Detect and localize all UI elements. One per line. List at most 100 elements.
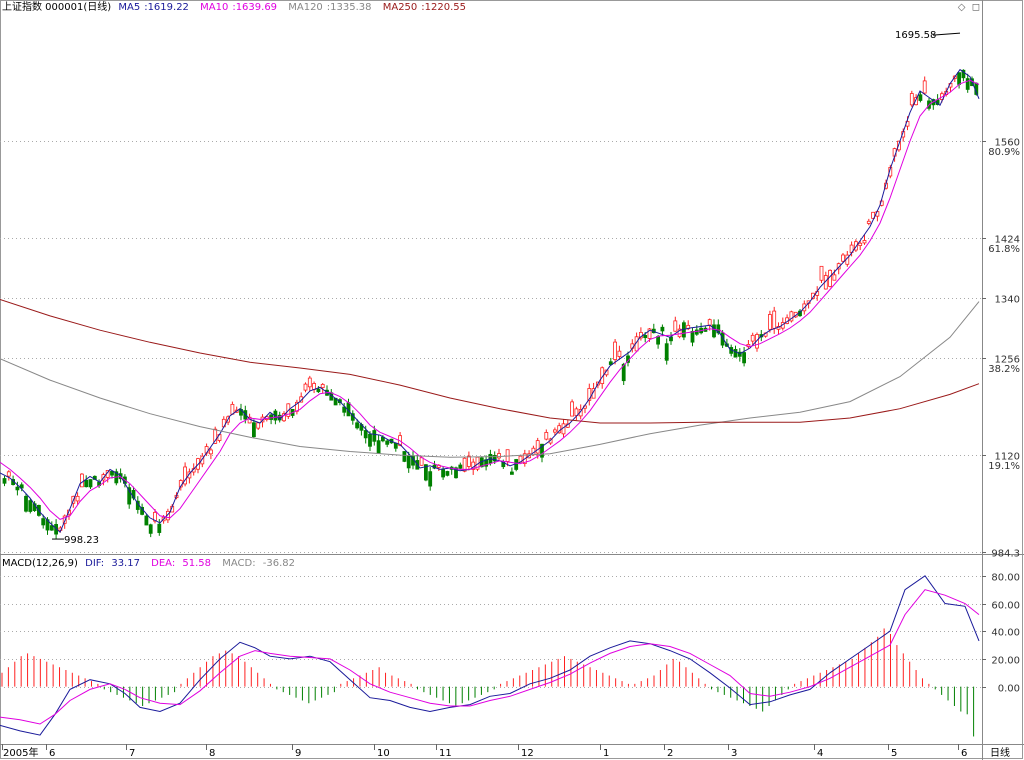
candle-body xyxy=(497,453,501,459)
candle-body xyxy=(466,455,471,467)
time-label: 5 xyxy=(891,748,897,759)
candle-body xyxy=(458,464,463,469)
moving-average-lines xyxy=(0,68,980,534)
candle-body xyxy=(307,377,312,388)
macd-label: 20.00 xyxy=(991,656,1020,667)
macd-histogram xyxy=(1,628,975,737)
candle-body xyxy=(961,69,966,79)
window-controls: ◇ ◻ xyxy=(955,2,980,13)
candle-body xyxy=(789,311,794,322)
ma-line-ma5 xyxy=(0,68,980,534)
candle-body xyxy=(608,361,613,365)
main-grid xyxy=(0,141,982,553)
low-label: 998.23 xyxy=(64,535,99,546)
candle-body xyxy=(363,430,368,439)
time-label: 7 xyxy=(129,748,135,759)
candle-body xyxy=(41,518,46,526)
candle-body xyxy=(183,466,188,485)
candle-body xyxy=(19,484,24,489)
candle-body xyxy=(110,470,114,476)
candle-body xyxy=(393,442,398,449)
candle-body xyxy=(918,94,923,101)
candle-body xyxy=(402,451,407,462)
candle-body xyxy=(251,422,256,438)
candle-body xyxy=(617,350,622,357)
candle-body xyxy=(492,455,497,462)
candle-body xyxy=(694,329,699,335)
legend-dif: DIF: 33.17 xyxy=(85,558,140,569)
macd-label: 60.00 xyxy=(991,601,1020,612)
candle-body xyxy=(535,440,540,454)
candle-body xyxy=(922,80,927,94)
time-label: 1 xyxy=(603,748,609,759)
candle-body xyxy=(423,464,428,481)
candle-body xyxy=(540,443,544,458)
candle-body xyxy=(6,471,11,477)
candle-body xyxy=(62,515,67,524)
time-label: 6 xyxy=(961,748,967,759)
time-label: 11 xyxy=(439,748,452,759)
candle-body xyxy=(187,471,192,479)
candle-body xyxy=(49,525,54,531)
legend-macd: MACD: -36.82 xyxy=(222,558,296,569)
candlesticks xyxy=(2,69,979,539)
macd-axis: 80.00 60.00 40.00 20.00 0.00 xyxy=(982,573,1020,695)
ma-line-ma10 xyxy=(0,79,980,520)
legend-ma10: MA10:1639.69 xyxy=(200,2,278,13)
price-axis: 1560 1424 1340 1256 1120 984.3 80.9% 61.8% 38.2%… xyxy=(982,138,1020,560)
period-label: 日线 xyxy=(990,746,1010,759)
candle-body xyxy=(737,351,742,357)
candle-body xyxy=(200,455,205,465)
diamond-icon[interactable]: ◇ xyxy=(957,2,966,13)
candle-body xyxy=(299,396,304,403)
candle-body xyxy=(587,388,592,401)
candle-body xyxy=(862,240,867,244)
candle-body xyxy=(858,242,863,246)
macd-label: 0.00 xyxy=(998,684,1020,695)
candle-body xyxy=(707,319,712,326)
candle-body xyxy=(54,524,58,535)
macd-label: MACD(12,26,9) xyxy=(2,558,78,569)
candle-body xyxy=(866,220,871,224)
price-label: 984.3 xyxy=(991,549,1020,560)
candle-body xyxy=(965,78,970,90)
candle-body xyxy=(509,471,514,475)
candle-body xyxy=(647,328,652,339)
pct-label: 80.9% xyxy=(988,147,1020,158)
candle-body xyxy=(144,515,149,526)
candle-body xyxy=(742,352,746,364)
candle-body xyxy=(75,495,80,502)
candle-body xyxy=(871,211,875,219)
candle-body xyxy=(854,241,858,251)
macd-grid xyxy=(0,576,982,688)
candle-body xyxy=(213,428,218,444)
candle-body xyxy=(148,524,153,534)
time-label: 6 xyxy=(49,748,55,759)
ma-line-ma250 xyxy=(0,299,980,424)
candle-body xyxy=(553,429,557,433)
candle-body xyxy=(88,479,93,488)
candle-body xyxy=(957,72,961,85)
candle-body xyxy=(230,403,235,415)
price-annotations: 1695.58 998.23 xyxy=(52,30,961,546)
time-label: 8 xyxy=(209,748,215,759)
macd-label: 40.00 xyxy=(991,628,1020,639)
candle-body xyxy=(406,455,411,469)
high-arrow xyxy=(932,32,961,36)
candle-body xyxy=(613,341,617,360)
price-label: 1560 xyxy=(995,138,1020,149)
restore-icon[interactable]: ◻ xyxy=(971,2,980,13)
time-label: 12 xyxy=(521,748,534,759)
macd-lines xyxy=(0,575,980,736)
chart-title: 上证指数 000001(日线) xyxy=(2,2,112,13)
candle-body xyxy=(621,363,626,382)
candle-body xyxy=(720,332,725,346)
candle-body xyxy=(256,422,261,429)
candle-body xyxy=(28,500,33,512)
candle-body xyxy=(712,324,716,338)
candle-body xyxy=(208,449,213,455)
candle-body xyxy=(841,254,845,262)
time-axis: 2005年 6 7 8 9 10 11 12 1 2 3 4 5 6 日线 xyxy=(2,744,1010,759)
candle-body xyxy=(316,388,321,393)
